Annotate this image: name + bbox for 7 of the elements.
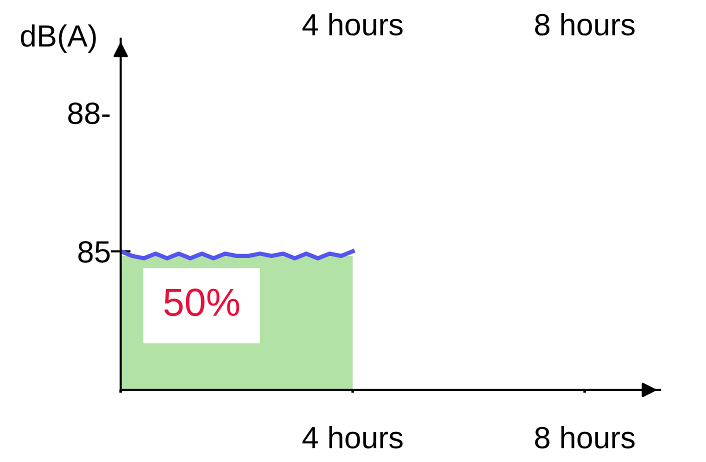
line-series: [120, 249, 355, 260]
x2-tick-label: 4 hours: [302, 426, 403, 448]
annotation: 50%: [164, 288, 240, 316]
x2-tick-label: 8 hours: [535, 426, 635, 448]
y-axis-title: dB(A): [20, 24, 96, 53]
y-tick-label: 88-: [68, 102, 110, 124]
y-tick-label: 85: [78, 241, 110, 263]
